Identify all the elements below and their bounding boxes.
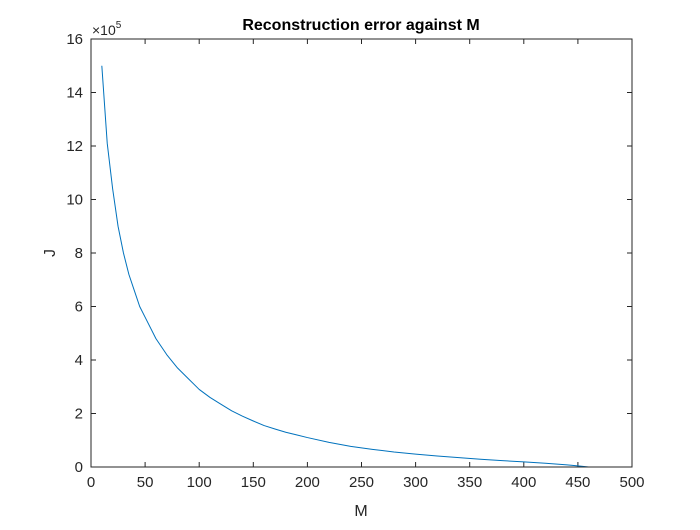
series-line <box>101 65 589 468</box>
x-tick-label: 0 <box>87 474 95 491</box>
y-axis-exponent-power: 5 <box>116 20 122 31</box>
y-tick-label: 14 <box>66 85 83 102</box>
x-tick-label: 300 <box>403 474 428 491</box>
y-tick-label: 8 <box>75 245 83 262</box>
x-tick-label: 400 <box>511 474 536 491</box>
tick-labels: 0 50 100 150 200 250 300 350 400 450 500 0 2 4 6 8 10 12 1… <box>66 31 644 491</box>
y-axis-exponent: ×105 <box>92 20 122 38</box>
y-tick-label: 10 <box>66 192 83 209</box>
x-tick-label: 250 <box>349 474 374 491</box>
plot-area <box>91 39 632 467</box>
y-tick-label: 6 <box>75 299 83 316</box>
y-tick-label: 16 <box>66 31 83 48</box>
y-tick-label: 0 <box>75 459 83 476</box>
x-tick-label: 450 <box>565 474 590 491</box>
x-tick-label: 150 <box>241 474 266 491</box>
y-axis-label: J <box>42 249 59 257</box>
y-tick-label: 4 <box>75 352 83 369</box>
x-tick-label: 350 <box>457 474 482 491</box>
y-axis-exponent-base: ×10 <box>92 22 116 38</box>
axes-box <box>90 38 633 468</box>
x-tick-label: 500 <box>619 474 644 491</box>
chart-title: Reconstruction error against M <box>242 17 479 34</box>
x-tick-label: 100 <box>187 474 212 491</box>
x-tick-label: 50 <box>137 474 154 491</box>
series-layer <box>101 65 589 468</box>
y-tick-label: 2 <box>75 406 83 423</box>
x-axis-label: M <box>354 503 367 520</box>
y-tick-label: 12 <box>66 138 83 155</box>
x-tick-label: 200 <box>295 474 320 491</box>
